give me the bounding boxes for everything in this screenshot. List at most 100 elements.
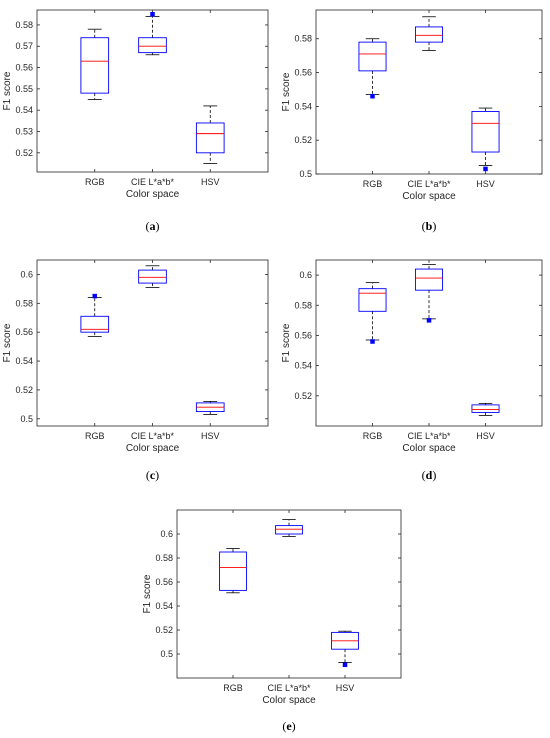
y-tick-label: 0.58	[294, 34, 312, 44]
y-tick-label: 0.6	[160, 529, 173, 539]
outlier-point	[370, 93, 375, 99]
y-axis-label: F1 score	[2, 71, 13, 110]
x-tick-label: CIE L*a*b*	[131, 431, 175, 441]
y-tick-label: 0.56	[294, 68, 312, 78]
x-tick-label: HSV	[201, 177, 220, 187]
y-tick-label: 0.57	[15, 41, 33, 51]
chart-panel-e: 0.5 0.52 0.54 0.56 0.58 0.6 RGB CIE L*a*b* HSV Co…	[142, 509, 402, 733]
y-tick-label: 0.54	[155, 601, 173, 611]
panel-label: (e)	[282, 719, 295, 733]
box-2	[331, 630, 359, 668]
panel-label: (d)	[422, 468, 437, 482]
y-tick-label: 0.56	[155, 577, 173, 587]
y-tick-label: 0.5	[20, 414, 33, 424]
box-1	[275, 519, 303, 537]
panel-label: (c)	[146, 468, 159, 482]
panel-label: (a)	[146, 219, 160, 233]
iqr-box	[195, 122, 225, 154]
iqr-box	[138, 269, 167, 284]
x-axis-label: Color space	[402, 191, 456, 202]
outlier-point	[426, 318, 432, 323]
y-tick-label: 0.5	[299, 169, 312, 179]
iqr-box	[80, 315, 110, 333]
iqr-box	[414, 26, 444, 43]
panel-letter: b	[426, 219, 433, 233]
y-tick-label: 0.54	[294, 101, 312, 111]
iqr-box	[471, 404, 500, 413]
x-tick-label: HSV	[476, 431, 495, 441]
axes-frame	[315, 9, 543, 175]
y-axis-label: F1 score	[281, 72, 292, 111]
x-tick-label: HSV	[476, 179, 495, 189]
iqr-box	[471, 110, 500, 153]
x-axis-label: Color space	[262, 695, 316, 706]
y-tick-label: 0.56	[15, 63, 33, 73]
y-axis-label: F1 score	[281, 323, 292, 362]
x-tick-label: CIE L*a*b*	[407, 431, 451, 441]
box-0	[219, 548, 247, 594]
axes-frame	[176, 509, 402, 679]
iqr-box	[358, 288, 387, 312]
x-tick-label: CIE L*a*b*	[267, 683, 311, 693]
iqr-box	[275, 525, 303, 535]
box-1	[414, 16, 444, 51]
x-axis-label: Color space	[402, 443, 456, 454]
y-axis-label: F1 score	[2, 323, 13, 362]
outlier-point	[342, 662, 348, 668]
box-1	[414, 264, 444, 323]
iqr-box	[414, 268, 444, 291]
y-tick-label: 0.6	[20, 269, 33, 279]
panel-label: (b)	[422, 219, 437, 233]
box-1	[138, 12, 167, 56]
axes-frame	[315, 259, 543, 427]
outlier-point	[483, 166, 488, 172]
x-tick-label: RGB	[223, 683, 243, 693]
x-tick-label: CIE L*a*b*	[407, 179, 451, 189]
y-tick-label: 0.52	[294, 391, 312, 401]
panel-letter: c	[150, 468, 156, 482]
box-1	[138, 265, 167, 288]
y-tick-label: 0.5	[160, 649, 173, 659]
chart-panel-b: 0.5 0.52 0.54 0.56 0.58 RGB CIE L*a*b* HSV Color…	[281, 9, 543, 233]
y-tick-label: 0.54	[294, 361, 312, 371]
chart-panel-c: 0.5 0.52 0.54 0.56 0.58 0.6 RGB CIE L*a*b* HSV Co…	[2, 259, 269, 482]
y-axis-label: F1 score	[142, 574, 153, 613]
box-2	[471, 402, 500, 416]
y-tick-label: 0.55	[15, 84, 33, 94]
x-tick-label: RGB	[85, 177, 105, 187]
y-tick-label: 0.56	[15, 327, 33, 337]
y-tick-label: 0.52	[15, 385, 33, 395]
box-2	[195, 401, 225, 415]
iqr-box	[219, 551, 247, 591]
iqr-box	[358, 41, 387, 72]
iqr-box	[138, 37, 167, 54]
x-tick-label: RGB	[363, 431, 383, 441]
box-2	[195, 105, 225, 164]
y-tick-label: 0.6	[299, 270, 312, 280]
x-axis-label: Color space	[126, 443, 180, 454]
box-0	[358, 282, 387, 344]
x-tick-label: RGB	[85, 431, 105, 441]
box-0	[358, 38, 387, 99]
y-tick-label: 0.58	[15, 298, 33, 308]
y-tick-label: 0.54	[15, 356, 33, 366]
box-0	[80, 293, 110, 337]
x-axis-label: Color space	[126, 189, 180, 200]
panel-letter: a	[150, 219, 156, 233]
y-tick-label: 0.52	[15, 148, 33, 158]
chart-panel-d: 0.52 0.54 0.56 0.58 0.6 RGB CIE L*a*b* HSV Color…	[281, 259, 543, 482]
y-tick-label: 0.52	[155, 625, 173, 635]
y-tick-label: 0.54	[15, 105, 33, 115]
outlier-point	[92, 293, 97, 299]
panel-letter: e	[286, 719, 292, 733]
y-tick-label: 0.52	[294, 135, 312, 145]
box-2	[471, 107, 500, 172]
panel-letter: d	[426, 468, 433, 482]
iqr-box	[80, 37, 110, 94]
x-tick-label: RGB	[363, 179, 383, 189]
chart-panel-a: 0.52 0.53 0.54 0.55 0.56 0.57 0.58 RGB CIE L*a*b…	[2, 9, 269, 233]
outlier-point	[370, 339, 375, 344]
y-tick-label: 0.58	[155, 553, 173, 563]
y-tick-label: 0.53	[15, 127, 33, 137]
